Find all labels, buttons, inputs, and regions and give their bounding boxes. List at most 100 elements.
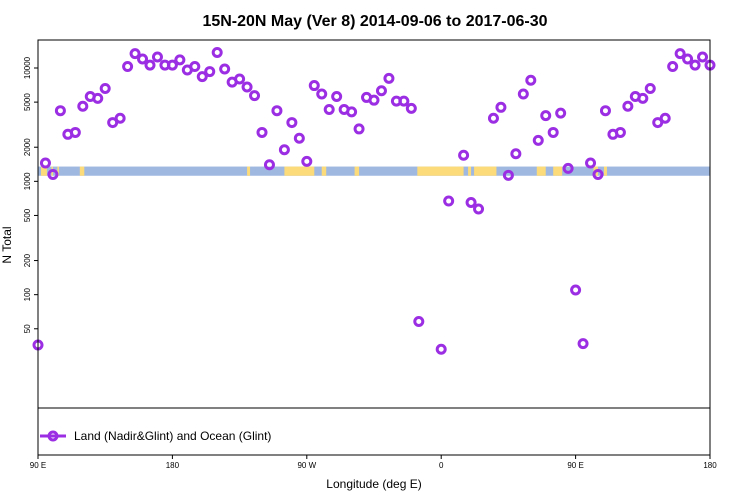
data-point (54, 105, 66, 117)
data-point (547, 126, 559, 138)
y-tick-label: 50 (23, 324, 32, 333)
x-axis-ticks: 90 E 180 90 W 0 90 E 180 (30, 455, 717, 470)
data-point (316, 88, 328, 100)
data-point (174, 54, 186, 66)
data-point (301, 155, 313, 167)
x-tick-label: 90 W (297, 461, 316, 470)
data-point (525, 74, 537, 86)
data-point (256, 126, 268, 138)
y-tick-label: 10000 (23, 56, 32, 79)
data-point (211, 47, 223, 59)
land-segment (57, 166, 59, 176)
legend-label: Land (Nadir&Glint) and Ocean (Glint) (74, 429, 271, 443)
y-tick-label: 1000 (23, 172, 32, 190)
data-point (614, 126, 626, 138)
land-segment (474, 166, 497, 176)
data-point (689, 59, 701, 71)
data-points (32, 47, 716, 355)
data-point (308, 80, 320, 92)
data-point (286, 117, 298, 129)
land-segment (603, 166, 607, 176)
data-point (465, 197, 477, 209)
data-point (637, 92, 649, 104)
land-segment (553, 166, 563, 176)
data-point (473, 203, 485, 215)
data-point (293, 132, 305, 144)
y-axis-ticks: 50 100 200 500 1000 2000 5000 10000 (23, 56, 38, 333)
data-point (204, 66, 216, 78)
data-point (398, 95, 410, 107)
data-point (92, 92, 104, 104)
data-point (99, 82, 111, 94)
data-point (375, 85, 387, 97)
y-tick-label: 5000 (23, 93, 32, 111)
data-point (77, 100, 89, 112)
data-point (166, 59, 178, 71)
data-point (585, 157, 597, 169)
data-point (129, 48, 141, 60)
data-point (196, 71, 208, 83)
land-ocean-band (38, 166, 710, 176)
data-point (555, 107, 567, 119)
land-segment (284, 166, 315, 176)
data-point (107, 117, 119, 129)
data-point (697, 51, 709, 63)
data-point (346, 106, 358, 118)
data-point (502, 169, 514, 181)
data-point (114, 112, 126, 124)
data-point (144, 59, 156, 71)
data-point (562, 162, 574, 174)
land-segment (354, 166, 360, 176)
data-point (644, 82, 656, 94)
x-tick-label: 180 (703, 461, 717, 470)
data-point (510, 148, 522, 160)
data-point (622, 100, 634, 112)
land-segment (247, 166, 251, 176)
data-point (69, 126, 81, 138)
data-point (151, 51, 163, 63)
data-point (249, 90, 261, 102)
data-point (577, 338, 589, 350)
data-point (413, 315, 425, 327)
data-point (278, 144, 290, 156)
data-point (219, 63, 231, 75)
data-point (383, 72, 395, 84)
y-tick-label: 200 (23, 253, 32, 267)
data-point (435, 343, 447, 355)
data-point (271, 105, 283, 117)
data-point (495, 101, 507, 113)
data-point (458, 149, 470, 161)
data-point (323, 104, 335, 116)
data-point (682, 53, 694, 65)
data-point (532, 134, 544, 146)
data-point (517, 88, 529, 100)
data-point (137, 53, 149, 65)
y-tick-label: 500 (23, 208, 32, 222)
data-point (353, 123, 365, 135)
data-point (241, 81, 253, 93)
x-tick-label: 90 E (30, 461, 46, 470)
land-segment (468, 166, 472, 176)
land-segment (321, 166, 327, 176)
data-point (659, 112, 671, 124)
legend-marker (47, 430, 59, 442)
data-point (592, 168, 604, 180)
y-axis-label: N Total (0, 226, 14, 263)
plot-frame (37, 39, 711, 456)
y-tick-label: 100 (23, 287, 32, 301)
data-point (443, 195, 455, 207)
data-point (47, 168, 59, 180)
data-point (234, 73, 246, 85)
data-point (652, 117, 664, 129)
chart-title: 15N-20N May (Ver 8) 2014-09-06 to 2017-0… (202, 13, 547, 30)
data-point (570, 284, 582, 296)
data-point (599, 105, 611, 117)
data-point (674, 48, 686, 60)
data-point (540, 110, 552, 122)
land-segment (536, 166, 546, 176)
data-point (405, 102, 417, 114)
ocean-band (38, 166, 710, 176)
x-tick-label: 90 E (567, 461, 583, 470)
data-point (189, 61, 201, 73)
